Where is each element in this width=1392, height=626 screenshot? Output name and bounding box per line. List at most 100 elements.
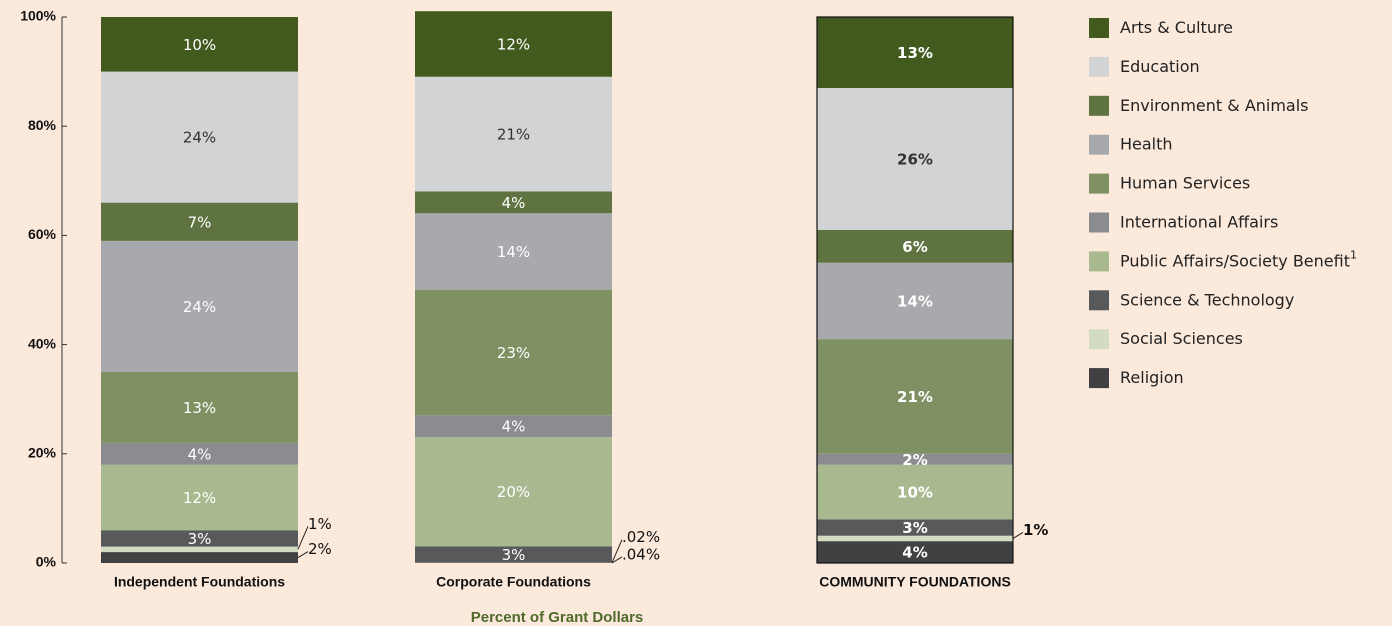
bar-segment [817, 519, 1013, 536]
value-label: 4% [902, 544, 927, 562]
bar-segment [101, 17, 298, 72]
value-label: 24% [183, 129, 216, 147]
legend-swatch [1089, 251, 1109, 272]
bar-segment [817, 339, 1013, 454]
value-label: 1% [308, 515, 332, 533]
bar-segment [101, 202, 298, 241]
value-label: 2% [308, 540, 332, 558]
value-label: 2% [902, 451, 927, 469]
leader-line [297, 551, 309, 558]
legend-swatch [1089, 173, 1109, 194]
x-tick-label: COMMUNITY FOUNDATIONS [819, 574, 1011, 590]
y-tick-label: 20% [28, 445, 57, 461]
legend-text: Arts & Culture [1120, 18, 1233, 37]
value-label: 10% [897, 484, 933, 502]
bar-segment [415, 289, 612, 416]
bar-segment [817, 87, 1013, 230]
value-label: 4% [502, 194, 526, 212]
legend-text: Social Sciences [1120, 329, 1243, 348]
legend-text: Public Affairs/Society Benefit [1120, 251, 1350, 270]
legend-text: International Affairs [1120, 212, 1278, 231]
x-tick-label: Independent Foundations [114, 574, 285, 590]
bar-segment [101, 464, 298, 531]
bar-segment [817, 262, 1013, 340]
legend-text: Environment & Animals [1120, 95, 1309, 114]
value-label: 3% [902, 519, 927, 537]
leader-line [1012, 532, 1024, 539]
legend-label: Social Sciences [1120, 329, 1243, 348]
bar-segment [101, 530, 298, 547]
legend-text: Education [1120, 56, 1200, 75]
leader-line [297, 526, 309, 550]
legend-swatch [1089, 18, 1109, 38]
value-label: 21% [497, 126, 530, 144]
value-label: 13% [897, 44, 933, 62]
legend-text: Science & Technology [1120, 290, 1294, 309]
value-label: 26% [897, 150, 933, 168]
legend-swatch [1089, 329, 1109, 350]
value-label: .04% [622, 545, 660, 563]
legend-swatch [1089, 290, 1109, 311]
bar-segment [817, 453, 1013, 465]
legend-label: Education [1120, 56, 1200, 75]
bar-segment [415, 546, 612, 563]
value-label: 7% [188, 213, 212, 231]
y-tick-label: 80% [28, 117, 57, 133]
legend-label: Arts & Culture [1120, 18, 1233, 37]
leader-line [611, 539, 623, 563]
value-label: 4% [188, 445, 212, 463]
bar-segment [415, 11, 612, 77]
value-label: 14% [497, 243, 530, 261]
bar-segment [101, 71, 298, 203]
x-axis-label: Percent of Grant Dollars [471, 609, 644, 626]
footnote-mark: 1 [1350, 248, 1357, 261]
bar-segment [101, 546, 298, 553]
legend-swatch [1089, 56, 1109, 77]
bar-segment [101, 371, 298, 443]
value-label: 3% [188, 530, 212, 548]
bar-segment [415, 191, 612, 214]
legend-label: Human Services [1120, 173, 1250, 192]
value-label: 20% [497, 483, 530, 501]
legend-label: Health [1120, 134, 1173, 153]
bar-segment [101, 442, 298, 465]
bar-segment [415, 415, 612, 438]
bar-segment [817, 464, 1013, 520]
legend-label: International Affairs [1120, 212, 1278, 231]
value-label: 4% [502, 418, 526, 436]
value-label: 10% [183, 36, 216, 54]
legend-label: Religion [1120, 368, 1184, 387]
y-tick-label: 40% [28, 335, 57, 351]
bar-segment [101, 240, 298, 372]
value-label: 14% [897, 292, 933, 310]
bar-segment [817, 17, 1013, 88]
leader-line [611, 556, 623, 564]
legend-label: Public Affairs/Society Benefit1 [1120, 248, 1357, 270]
value-label: 1% [1023, 521, 1048, 539]
legend-label: Environment & Animals [1120, 95, 1309, 114]
legend-text: Religion [1120, 368, 1184, 387]
bar-segment [101, 552, 298, 563]
bar-segment [817, 229, 1013, 263]
legend-text: Health [1120, 134, 1173, 153]
value-label: 13% [183, 399, 216, 417]
x-tick-label: Corporate Foundations [436, 574, 591, 590]
value-label: 3% [502, 546, 526, 564]
y-tick-label: 100% [20, 8, 56, 24]
bar-segment [817, 535, 1013, 542]
legend-swatch [1089, 212, 1109, 233]
value-label: 12% [497, 35, 530, 53]
legend-text: Human Services [1120, 173, 1250, 192]
value-label: 6% [902, 238, 927, 256]
legend-label: Science & Technology [1120, 290, 1294, 309]
legend-swatch [1089, 368, 1109, 389]
bar-outline [816, 16, 1014, 564]
value-label: 12% [183, 489, 216, 507]
legend-swatch [1089, 95, 1109, 116]
value-label: .02% [622, 528, 660, 546]
y-tick-label: 60% [28, 226, 57, 242]
bar-segment [415, 76, 612, 192]
bar-segment [817, 541, 1013, 563]
value-label: 23% [497, 344, 530, 362]
